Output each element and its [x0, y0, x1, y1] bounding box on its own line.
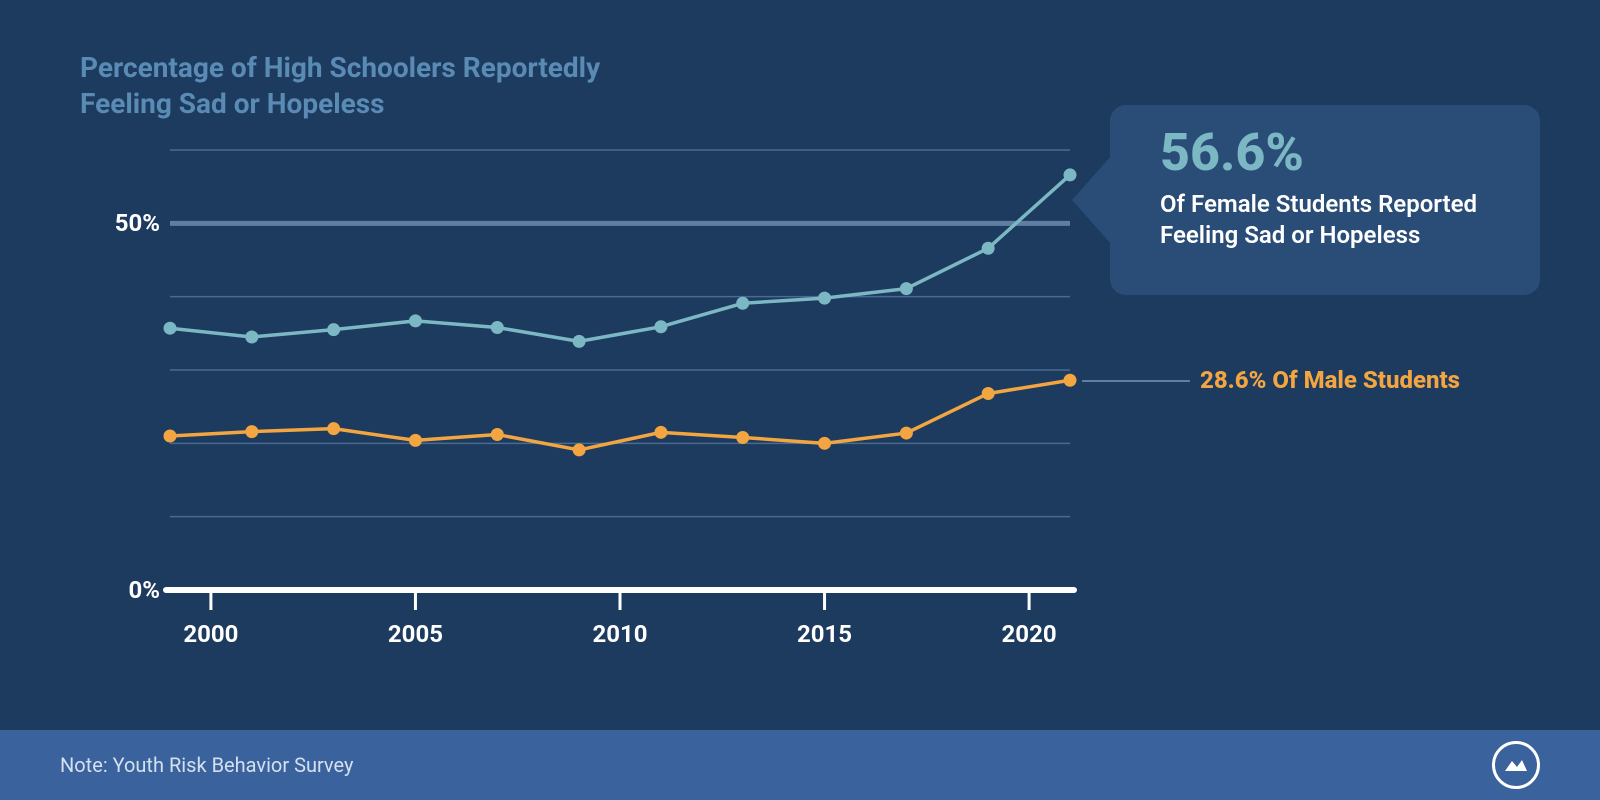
male-annotation-label: 28.6% Of Male Students: [1200, 366, 1460, 394]
male-annotation-connector: [1082, 380, 1190, 382]
x-tick-label: 2015: [797, 620, 852, 648]
x-tick-label: 2000: [183, 620, 238, 648]
callout-percent: 56.6%: [1160, 127, 1510, 179]
chart-area: [70, 140, 1080, 670]
footer-note: Note: Youth Risk Behavior Survey: [60, 753, 353, 777]
callout-text: Of Female Students Reported Feeling Sad …: [1160, 189, 1510, 251]
chart-title: Percentage of High Schoolers Reportedly …: [80, 50, 640, 123]
x-tick-label: 2010: [592, 620, 647, 648]
infographic-canvas: Percentage of High Schoolers Reportedly …: [0, 0, 1600, 800]
y-tick-label: 50%: [90, 209, 160, 237]
callout-arrow-icon: [1072, 155, 1112, 245]
line-chart-svg: [70, 140, 1080, 670]
brand-logo-icon: [1492, 741, 1540, 789]
x-tick-label: 2005: [388, 620, 443, 648]
female-callout: 56.6% Of Female Students Reported Feelin…: [1110, 105, 1540, 295]
y-tick-label: 0%: [90, 576, 160, 604]
footer-bar: Note: Youth Risk Behavior Survey: [0, 730, 1600, 800]
x-tick-label: 2020: [1002, 620, 1057, 648]
